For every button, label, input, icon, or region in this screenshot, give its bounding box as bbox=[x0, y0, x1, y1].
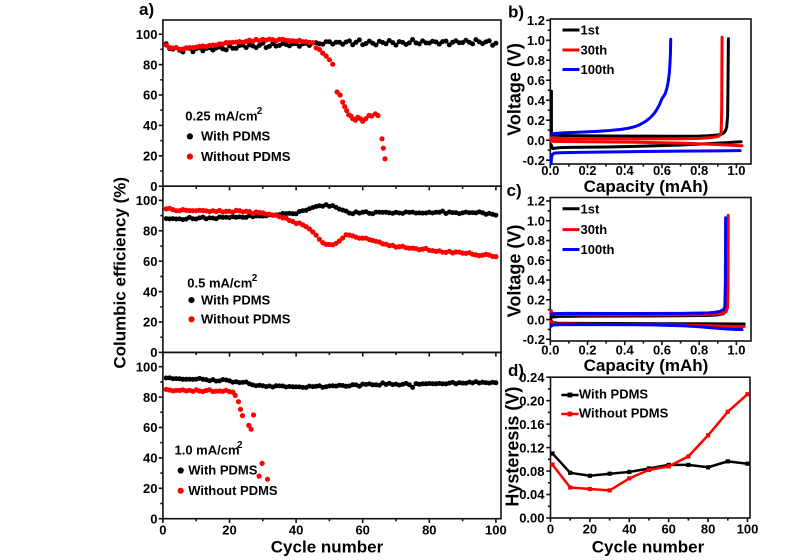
svg-text:0.0: 0.0 bbox=[527, 133, 545, 148]
svg-text:1.2: 1.2 bbox=[527, 13, 545, 28]
svg-text:100: 100 bbox=[136, 27, 158, 42]
svg-text:1.0: 1.0 bbox=[527, 214, 545, 229]
svg-text:40: 40 bbox=[143, 284, 157, 299]
svg-text:100th: 100th bbox=[581, 62, 615, 77]
svg-text:2: 2 bbox=[237, 440, 243, 451]
svg-text:40: 40 bbox=[143, 118, 157, 133]
svg-text:0.4: 0.4 bbox=[616, 342, 635, 357]
svg-text:With PDMS: With PDMS bbox=[201, 129, 271, 144]
svg-text:0.8: 0.8 bbox=[690, 163, 708, 178]
svg-text:0.2: 0.2 bbox=[527, 113, 545, 128]
svg-text:40: 40 bbox=[143, 451, 157, 466]
svg-text:Columbic efficiency (%): Columbic efficiency (%) bbox=[110, 177, 129, 369]
svg-text:0.24: 0.24 bbox=[519, 370, 545, 385]
svg-text:100: 100 bbox=[136, 193, 158, 208]
svg-text:0.6: 0.6 bbox=[527, 73, 545, 88]
svg-text:Capacity (mAh): Capacity (mAh) bbox=[584, 177, 709, 196]
svg-text:40: 40 bbox=[622, 521, 636, 536]
svg-text:80: 80 bbox=[143, 57, 157, 72]
svg-text:0.2: 0.2 bbox=[527, 293, 545, 308]
svg-text:0: 0 bbox=[547, 521, 554, 536]
svg-text:80: 80 bbox=[701, 521, 715, 536]
svg-text:20: 20 bbox=[583, 521, 597, 536]
svg-text:0.2: 0.2 bbox=[578, 163, 596, 178]
svg-text:-0.2: -0.2 bbox=[523, 332, 545, 347]
svg-text:100: 100 bbox=[485, 523, 507, 538]
svg-text:0.0: 0.0 bbox=[541, 342, 559, 357]
svg-text:30th: 30th bbox=[581, 222, 608, 237]
svg-text:Without PDMS: Without PDMS bbox=[188, 483, 278, 498]
svg-text:40: 40 bbox=[289, 523, 303, 538]
svg-text:a): a) bbox=[139, 0, 154, 19]
svg-text:20: 20 bbox=[143, 481, 157, 496]
svg-text:Without PDMS: Without PDMS bbox=[201, 149, 291, 164]
svg-text:d): d) bbox=[508, 361, 524, 380]
svg-text:Voltage (V): Voltage (V) bbox=[504, 43, 524, 136]
svg-text:0.4: 0.4 bbox=[616, 163, 635, 178]
svg-text:0.6: 0.6 bbox=[527, 253, 545, 268]
svg-text:0: 0 bbox=[150, 511, 157, 526]
svg-text:20: 20 bbox=[222, 523, 236, 538]
svg-text:0.20: 0.20 bbox=[519, 393, 544, 408]
svg-text:0.6: 0.6 bbox=[653, 163, 671, 178]
svg-text:With PDMS: With PDMS bbox=[579, 387, 649, 402]
svg-text:60: 60 bbox=[143, 420, 157, 435]
svg-text:0.2: 0.2 bbox=[578, 342, 596, 357]
svg-text:-0.2: -0.2 bbox=[523, 153, 545, 168]
svg-text:0.25 mA/cm: 0.25 mA/cm bbox=[185, 108, 257, 123]
svg-text:Capacity (mAh): Capacity (mAh) bbox=[584, 356, 709, 375]
svg-text:60: 60 bbox=[355, 523, 369, 538]
svg-text:Without PDMS: Without PDMS bbox=[201, 312, 291, 327]
svg-text:0.4: 0.4 bbox=[527, 93, 546, 108]
svg-text:0.5 mA/cm: 0.5 mA/cm bbox=[187, 276, 252, 291]
svg-text:0.08: 0.08 bbox=[519, 464, 544, 479]
svg-text:60: 60 bbox=[143, 88, 157, 103]
svg-text:20: 20 bbox=[143, 315, 157, 330]
svg-text:100th: 100th bbox=[581, 242, 615, 257]
svg-text:0.16: 0.16 bbox=[519, 417, 544, 432]
svg-text:With PDMS: With PDMS bbox=[188, 463, 258, 478]
svg-text:Cycle number: Cycle number bbox=[592, 537, 705, 556]
svg-text:1.0: 1.0 bbox=[727, 342, 745, 357]
svg-text:Hysteresis (V): Hysteresis (V) bbox=[503, 387, 523, 507]
svg-text:0.8: 0.8 bbox=[527, 233, 545, 248]
svg-text:80: 80 bbox=[143, 224, 157, 239]
svg-text:0.0: 0.0 bbox=[527, 312, 545, 327]
svg-text:c): c) bbox=[507, 181, 522, 200]
svg-text:1.0: 1.0 bbox=[727, 163, 745, 178]
svg-text:Without PDMS: Without PDMS bbox=[579, 406, 669, 421]
svg-text:1st: 1st bbox=[581, 201, 600, 216]
svg-text:0.6: 0.6 bbox=[653, 342, 671, 357]
svg-text:60: 60 bbox=[143, 254, 157, 269]
svg-text:1.0 mA/cm: 1.0 mA/cm bbox=[175, 443, 240, 458]
svg-text:100: 100 bbox=[136, 359, 158, 374]
svg-text:1st: 1st bbox=[581, 23, 600, 38]
svg-text:30th: 30th bbox=[581, 43, 608, 58]
svg-text:Cycle number: Cycle number bbox=[271, 538, 384, 557]
svg-text:20: 20 bbox=[143, 149, 157, 164]
svg-text:0: 0 bbox=[150, 179, 157, 194]
svg-text:2: 2 bbox=[257, 106, 263, 117]
svg-text:0.0: 0.0 bbox=[541, 163, 559, 178]
svg-text:1.0: 1.0 bbox=[527, 33, 545, 48]
svg-text:0: 0 bbox=[159, 523, 166, 538]
svg-text:0.04: 0.04 bbox=[519, 487, 545, 502]
svg-text:100: 100 bbox=[737, 521, 759, 536]
svg-text:0.12: 0.12 bbox=[519, 440, 544, 455]
svg-text:80: 80 bbox=[422, 523, 436, 538]
svg-text:With PDMS: With PDMS bbox=[201, 292, 271, 307]
svg-text:0.4: 0.4 bbox=[527, 273, 546, 288]
svg-text:0.00: 0.00 bbox=[519, 511, 544, 526]
svg-text:60: 60 bbox=[661, 521, 675, 536]
svg-text:0.8: 0.8 bbox=[690, 342, 708, 357]
svg-text:Voltage (V): Voltage (V) bbox=[504, 225, 524, 318]
svg-text:1.2: 1.2 bbox=[527, 194, 545, 209]
svg-text:0: 0 bbox=[150, 345, 157, 360]
svg-text:b): b) bbox=[508, 3, 524, 22]
svg-text:2: 2 bbox=[252, 273, 258, 284]
svg-text:80: 80 bbox=[143, 390, 157, 405]
svg-text:0.8: 0.8 bbox=[527, 53, 545, 68]
